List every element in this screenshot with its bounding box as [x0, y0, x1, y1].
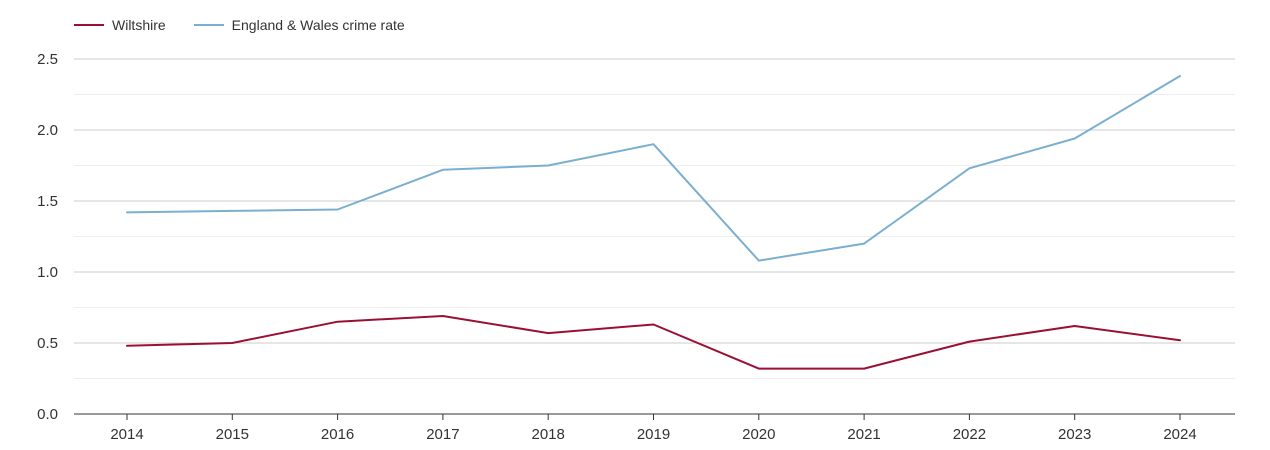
y-tick-label: 1.0: [37, 264, 58, 281]
legend-swatch-wiltshire: [74, 24, 104, 26]
x-tick-label: 2021: [847, 426, 880, 443]
x-tick-label: 2018: [532, 426, 565, 443]
y-tick-label: 2.0: [37, 122, 58, 139]
legend-item-wiltshire[interactable]: Wiltshire: [74, 17, 166, 33]
legend-label-england-wales: England & Wales crime rate: [231, 17, 405, 33]
tick-labels: 0.0 0.5 1.0 1.5 2.0 2.5 2014 2015 2016 2017 2018 20…: [37, 51, 1197, 443]
series-line-wiltshire: [126, 315, 1181, 370]
x-tick-label: 2015: [216, 426, 249, 443]
series-line-england-wales: [126, 75, 1181, 262]
x-tick-label: 2019: [637, 426, 670, 443]
x-tick-label: 2023: [1058, 426, 1091, 443]
y-tick-label: 0.0: [37, 406, 58, 423]
legend-item-england-wales[interactable]: England & Wales crime rate: [193, 17, 405, 33]
series-lines: [126, 75, 1181, 370]
chart-legend: Wiltshire England & Wales crime rate: [74, 14, 405, 36]
y-tick-label: 1.5: [37, 193, 58, 210]
y-tick-label: 0.5: [37, 335, 58, 352]
legend-swatch-england-wales: [193, 24, 224, 26]
x-tick-label: 2024: [1163, 426, 1196, 443]
x-tick-label: 2017: [426, 426, 459, 443]
y-tick-label: 2.5: [37, 51, 58, 68]
grid-lines: [74, 58, 1235, 379]
x-tick-label: 2016: [321, 426, 354, 443]
x-tick-label: 2020: [742, 426, 775, 443]
axes: [74, 413, 1235, 420]
x-tick-label: 2014: [110, 426, 143, 443]
legend-label-wiltshire: Wiltshire: [112, 17, 166, 33]
x-tick-label: 2022: [953, 426, 986, 443]
